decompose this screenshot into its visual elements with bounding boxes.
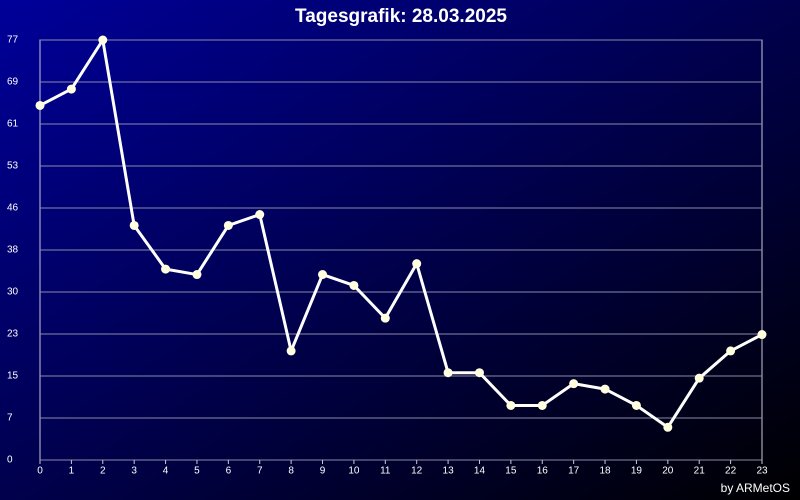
data-point bbox=[443, 368, 453, 378]
y-tick-label: 53 bbox=[7, 161, 19, 172]
data-point bbox=[631, 400, 641, 410]
data-point bbox=[192, 270, 202, 280]
data-point bbox=[757, 330, 767, 340]
x-tick-label: 8 bbox=[288, 466, 294, 477]
y-tick-label: 38 bbox=[7, 245, 19, 256]
x-tick-label: 9 bbox=[320, 466, 326, 477]
data-point bbox=[506, 400, 516, 410]
series-line bbox=[39, 38, 763, 429]
data-point bbox=[98, 35, 108, 45]
data-point bbox=[694, 373, 704, 383]
data-point bbox=[380, 313, 390, 323]
x-tick-label: 13 bbox=[443, 466, 455, 477]
x-tick-label: 11 bbox=[380, 466, 391, 477]
data-point bbox=[663, 422, 673, 432]
data-point bbox=[412, 259, 422, 269]
data-point bbox=[600, 384, 610, 394]
x-tick-label: 6 bbox=[226, 466, 232, 477]
y-tick-label: 61 bbox=[7, 119, 19, 130]
x-tick-label: 22 bbox=[725, 466, 737, 477]
y-tick-label: 7 bbox=[7, 413, 13, 424]
x-tick-label: 7 bbox=[257, 466, 263, 477]
x-tick-label: 21 bbox=[694, 466, 706, 477]
x-tick-label: 0 bbox=[37, 466, 43, 477]
data-point bbox=[223, 220, 233, 230]
x-tick-label: 17 bbox=[568, 466, 580, 477]
x-tick-label: 16 bbox=[537, 466, 549, 477]
x-tick-label: 18 bbox=[599, 466, 611, 477]
x-tick-label: 4 bbox=[163, 466, 169, 477]
x-tick-label: 10 bbox=[348, 466, 360, 477]
data-point bbox=[255, 210, 265, 220]
credit: by ARMetOS bbox=[721, 481, 790, 495]
y-tick-label: 0 bbox=[7, 455, 13, 466]
data-point bbox=[161, 264, 171, 274]
data-point bbox=[537, 400, 547, 410]
y-tick-label: 69 bbox=[7, 77, 19, 88]
y-tick-label: 77 bbox=[7, 35, 19, 46]
data-point bbox=[569, 379, 579, 389]
data-point bbox=[66, 84, 76, 94]
x-tick-label: 20 bbox=[662, 466, 674, 477]
data-point bbox=[129, 220, 139, 230]
y-tick-label: 23 bbox=[7, 329, 19, 340]
data-point bbox=[726, 346, 736, 356]
x-tick-label: 5 bbox=[194, 466, 200, 477]
y-tick-label: 30 bbox=[7, 287, 19, 298]
data-point bbox=[286, 346, 296, 356]
data-point bbox=[35, 100, 45, 110]
x-tick-label: 23 bbox=[756, 466, 768, 477]
y-tick-label: 15 bbox=[7, 371, 19, 382]
x-tick-label: 15 bbox=[505, 466, 517, 477]
x-tick-label: 2 bbox=[100, 466, 106, 477]
data-point bbox=[474, 368, 484, 378]
data-point bbox=[318, 270, 328, 280]
x-tick-label: 19 bbox=[631, 466, 643, 477]
x-tick-label: 12 bbox=[411, 466, 423, 477]
x-tick-label: 3 bbox=[131, 466, 137, 477]
data-point bbox=[349, 280, 359, 290]
x-tick-label: 1 bbox=[69, 466, 75, 477]
chart-title: Tagesgrafik: 28.03.2025 bbox=[295, 6, 507, 27]
x-tick-label: 14 bbox=[474, 466, 486, 477]
y-tick-label: 46 bbox=[7, 203, 19, 214]
